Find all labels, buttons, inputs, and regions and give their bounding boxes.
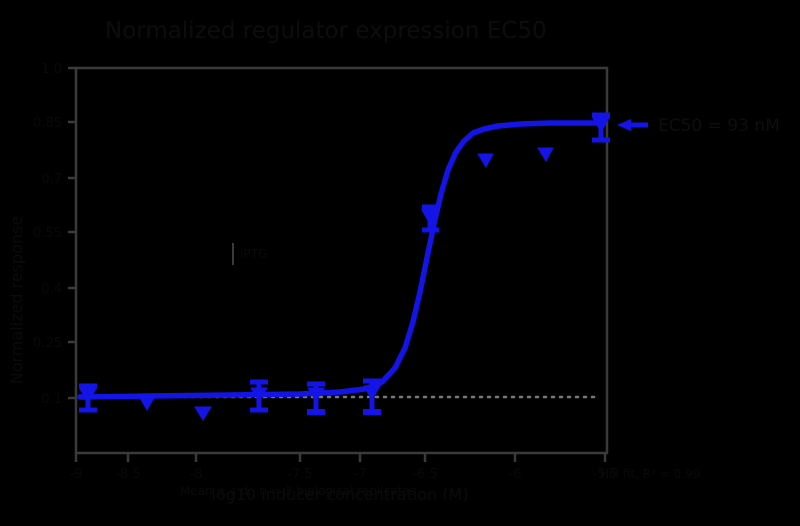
y-ticklabel: 0.25 bbox=[33, 336, 62, 351]
data-point bbox=[592, 112, 610, 143]
y-ticklabel: 0.4 bbox=[41, 282, 62, 297]
chart-title: Normalized regulator expression EC50 bbox=[105, 18, 547, 44]
caption-line-2: Hill fit, R² = 0.99 bbox=[600, 467, 700, 481]
data-point bbox=[307, 381, 325, 415]
y-axis-label: Normalized response bbox=[7, 216, 26, 385]
x-ticklabel: -6.5 bbox=[412, 467, 437, 482]
y-ticklabel: 0.1 bbox=[41, 392, 62, 407]
x-ticklabel: -8.5 bbox=[115, 467, 140, 482]
y-ticklabel: 0.85 bbox=[33, 116, 62, 131]
legend-label: IPTG bbox=[240, 247, 267, 261]
y-axis-ticks bbox=[68, 66, 76, 400]
data-point bbox=[421, 204, 440, 233]
figure-caption: Mean ± s.d., n = 3 biological replicates… bbox=[180, 467, 700, 498]
data-point bbox=[250, 379, 268, 413]
x-axis-ticks bbox=[74, 453, 607, 462]
x-ticklabel: -7.5 bbox=[287, 467, 312, 482]
caption-line-1: Mean ± s.d., n = 3 biological replicates bbox=[180, 484, 416, 498]
x-ticklabel: -7 bbox=[354, 467, 367, 482]
data-point bbox=[537, 147, 554, 163]
ec50-annotation-label: EC50 = 93 nM bbox=[658, 116, 780, 136]
x-axis-ticklabels: -9 -8.5 -8 -7.5 -7 -6.5 -6 -5.5 bbox=[70, 467, 618, 482]
fit-curve bbox=[77, 120, 603, 400]
data-point bbox=[477, 153, 494, 169]
legend: IPTG bbox=[232, 243, 267, 265]
x-ticklabel: -9 bbox=[70, 467, 83, 482]
data-point bbox=[363, 378, 381, 415]
y-ticklabel: 1.0 bbox=[41, 62, 62, 77]
plot-frame bbox=[74, 66, 609, 455]
x-ticklabel: -8 bbox=[190, 467, 203, 482]
data-series-markers bbox=[79, 112, 610, 421]
data-point bbox=[138, 395, 156, 412]
data-point bbox=[194, 406, 212, 421]
x-ticklabel: -5.5 bbox=[592, 467, 617, 482]
ec50-annotation: EC50 = 93 nM bbox=[617, 116, 780, 136]
data-point bbox=[79, 383, 97, 413]
left-arrow-head-icon bbox=[617, 119, 631, 131]
x-axis-label: log10 inducer concentration (M) bbox=[211, 485, 468, 504]
y-ticklabel: 0.55 bbox=[33, 226, 62, 241]
y-axis-ticklabels: 1.0 0.85 0.7 0.55 0.4 0.25 0.1 bbox=[33, 62, 62, 407]
x-ticklabel: -6 bbox=[509, 467, 522, 482]
y-ticklabel: 0.7 bbox=[41, 172, 62, 187]
